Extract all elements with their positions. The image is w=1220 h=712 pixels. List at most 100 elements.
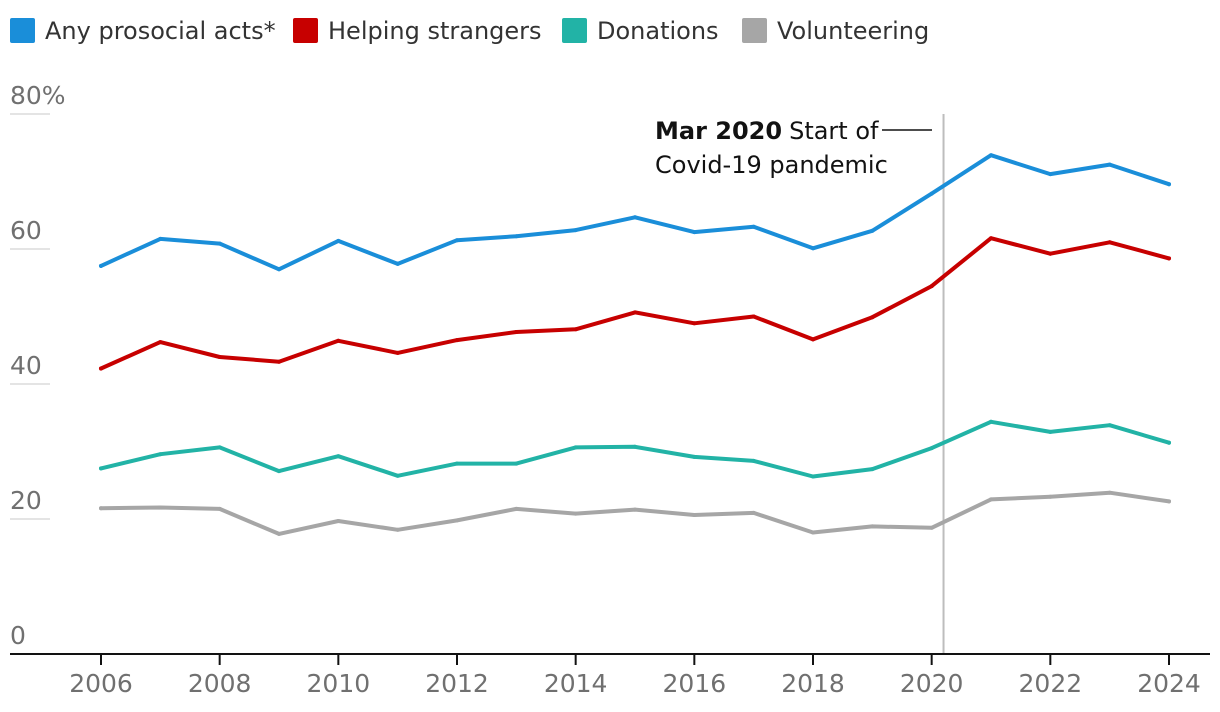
data-point bbox=[989, 236, 993, 241]
data-point bbox=[277, 531, 281, 536]
data-point bbox=[751, 458, 756, 463]
data-point bbox=[336, 338, 341, 343]
data-point bbox=[99, 263, 103, 268]
legend: Any prosocial acts* Helping strangers Do… bbox=[10, 17, 929, 45]
x-tick-label: 2016 bbox=[663, 669, 727, 698]
data-point bbox=[514, 506, 519, 511]
data-point bbox=[395, 473, 400, 478]
data-point bbox=[751, 224, 756, 229]
data-point bbox=[395, 261, 400, 266]
data-point bbox=[1048, 172, 1053, 177]
data-point bbox=[455, 461, 459, 466]
data-point bbox=[989, 153, 993, 158]
legend-item: Helping strangers bbox=[293, 17, 542, 45]
data-point bbox=[395, 527, 400, 532]
data-point bbox=[1167, 440, 1171, 445]
data-point bbox=[158, 236, 163, 241]
data-point bbox=[1107, 240, 1112, 245]
x-tick-label: 2024 bbox=[1137, 669, 1201, 698]
data-point bbox=[1107, 423, 1112, 428]
data-point bbox=[158, 340, 163, 345]
data-point bbox=[217, 355, 222, 359]
data-point bbox=[1048, 251, 1053, 256]
data-point bbox=[633, 310, 637, 315]
data-point bbox=[217, 445, 222, 450]
data-point bbox=[692, 513, 697, 517]
x-tick-label: 2018 bbox=[781, 669, 845, 698]
data-point bbox=[99, 506, 103, 511]
annotation-date: Mar 2020 bbox=[655, 117, 782, 145]
data-point bbox=[514, 461, 519, 466]
legend-label: Volunteering bbox=[777, 17, 929, 45]
legend-item: Donations bbox=[562, 17, 719, 45]
annotation-text: Start of bbox=[789, 117, 879, 145]
x-tick-label: 2014 bbox=[544, 669, 608, 698]
series-line bbox=[99, 153, 1171, 272]
legend-swatch bbox=[562, 18, 587, 43]
data-point bbox=[751, 510, 756, 515]
legend-item: Any prosocial acts* bbox=[10, 17, 276, 45]
x-tick-label: 2008 bbox=[188, 669, 252, 698]
data-point bbox=[573, 327, 578, 332]
data-point bbox=[158, 452, 163, 457]
data-point bbox=[811, 474, 815, 479]
x-tick-label: 2006 bbox=[69, 669, 133, 698]
data-point bbox=[514, 234, 519, 239]
series-line bbox=[99, 490, 1171, 536]
data-point bbox=[692, 321, 697, 326]
annotation-line-1: Mar 2020 Start of bbox=[655, 117, 879, 145]
pandemic-annotation: Mar 2020 Start of Covid-19 pandemic bbox=[655, 117, 932, 179]
data-point bbox=[633, 444, 637, 449]
data-point bbox=[870, 524, 875, 529]
data-point bbox=[99, 366, 103, 371]
data-point bbox=[870, 228, 875, 233]
data-point bbox=[1048, 429, 1053, 434]
data-point bbox=[573, 228, 578, 233]
data-point bbox=[751, 314, 756, 319]
data-point bbox=[811, 530, 815, 535]
data-point bbox=[158, 505, 163, 510]
data-point bbox=[573, 511, 578, 516]
y-axis: 80% 60 40 20 0 bbox=[10, 81, 66, 650]
x-tick-label: 2022 bbox=[1019, 669, 1083, 698]
y-tick-label: 80% bbox=[10, 81, 66, 110]
x-tick-label: 2012 bbox=[425, 669, 489, 698]
data-point bbox=[455, 238, 459, 243]
data-point bbox=[929, 525, 934, 530]
data-point bbox=[336, 454, 341, 459]
data-point bbox=[1167, 499, 1171, 504]
legend-label: Helping strangers bbox=[328, 17, 542, 45]
data-point bbox=[929, 191, 934, 196]
data-point bbox=[455, 518, 459, 523]
series-line bbox=[99, 419, 1171, 479]
y-tick-label: 40 bbox=[10, 351, 42, 380]
series-layer bbox=[99, 153, 1171, 536]
x-tick-label: 2010 bbox=[307, 669, 371, 698]
data-point bbox=[217, 241, 222, 246]
data-point bbox=[336, 519, 341, 523]
data-point bbox=[395, 350, 400, 355]
data-point bbox=[929, 284, 934, 289]
data-point bbox=[217, 506, 222, 511]
data-point bbox=[1107, 162, 1112, 167]
data-point bbox=[929, 446, 934, 451]
data-point bbox=[455, 338, 459, 343]
data-point bbox=[811, 246, 815, 251]
data-point bbox=[277, 267, 281, 272]
legend-swatch bbox=[742, 18, 767, 43]
data-point bbox=[870, 467, 875, 472]
y-tick-label: 0 bbox=[10, 621, 26, 650]
data-point bbox=[99, 466, 103, 471]
legend-swatch bbox=[10, 18, 35, 43]
x-axis: 2006 2008 2010 2012 2014 2016 2018 2020 2022 2024 bbox=[69, 654, 1201, 698]
data-point bbox=[989, 419, 993, 424]
data-point bbox=[870, 315, 875, 320]
data-point bbox=[811, 337, 815, 342]
data-point bbox=[1107, 490, 1112, 495]
legend-label: Donations bbox=[597, 17, 719, 45]
y-tick-label: 20 bbox=[10, 486, 42, 515]
data-point bbox=[1048, 494, 1053, 499]
annotation-line-2: Covid-19 pandemic bbox=[655, 151, 888, 179]
data-point bbox=[692, 454, 697, 459]
